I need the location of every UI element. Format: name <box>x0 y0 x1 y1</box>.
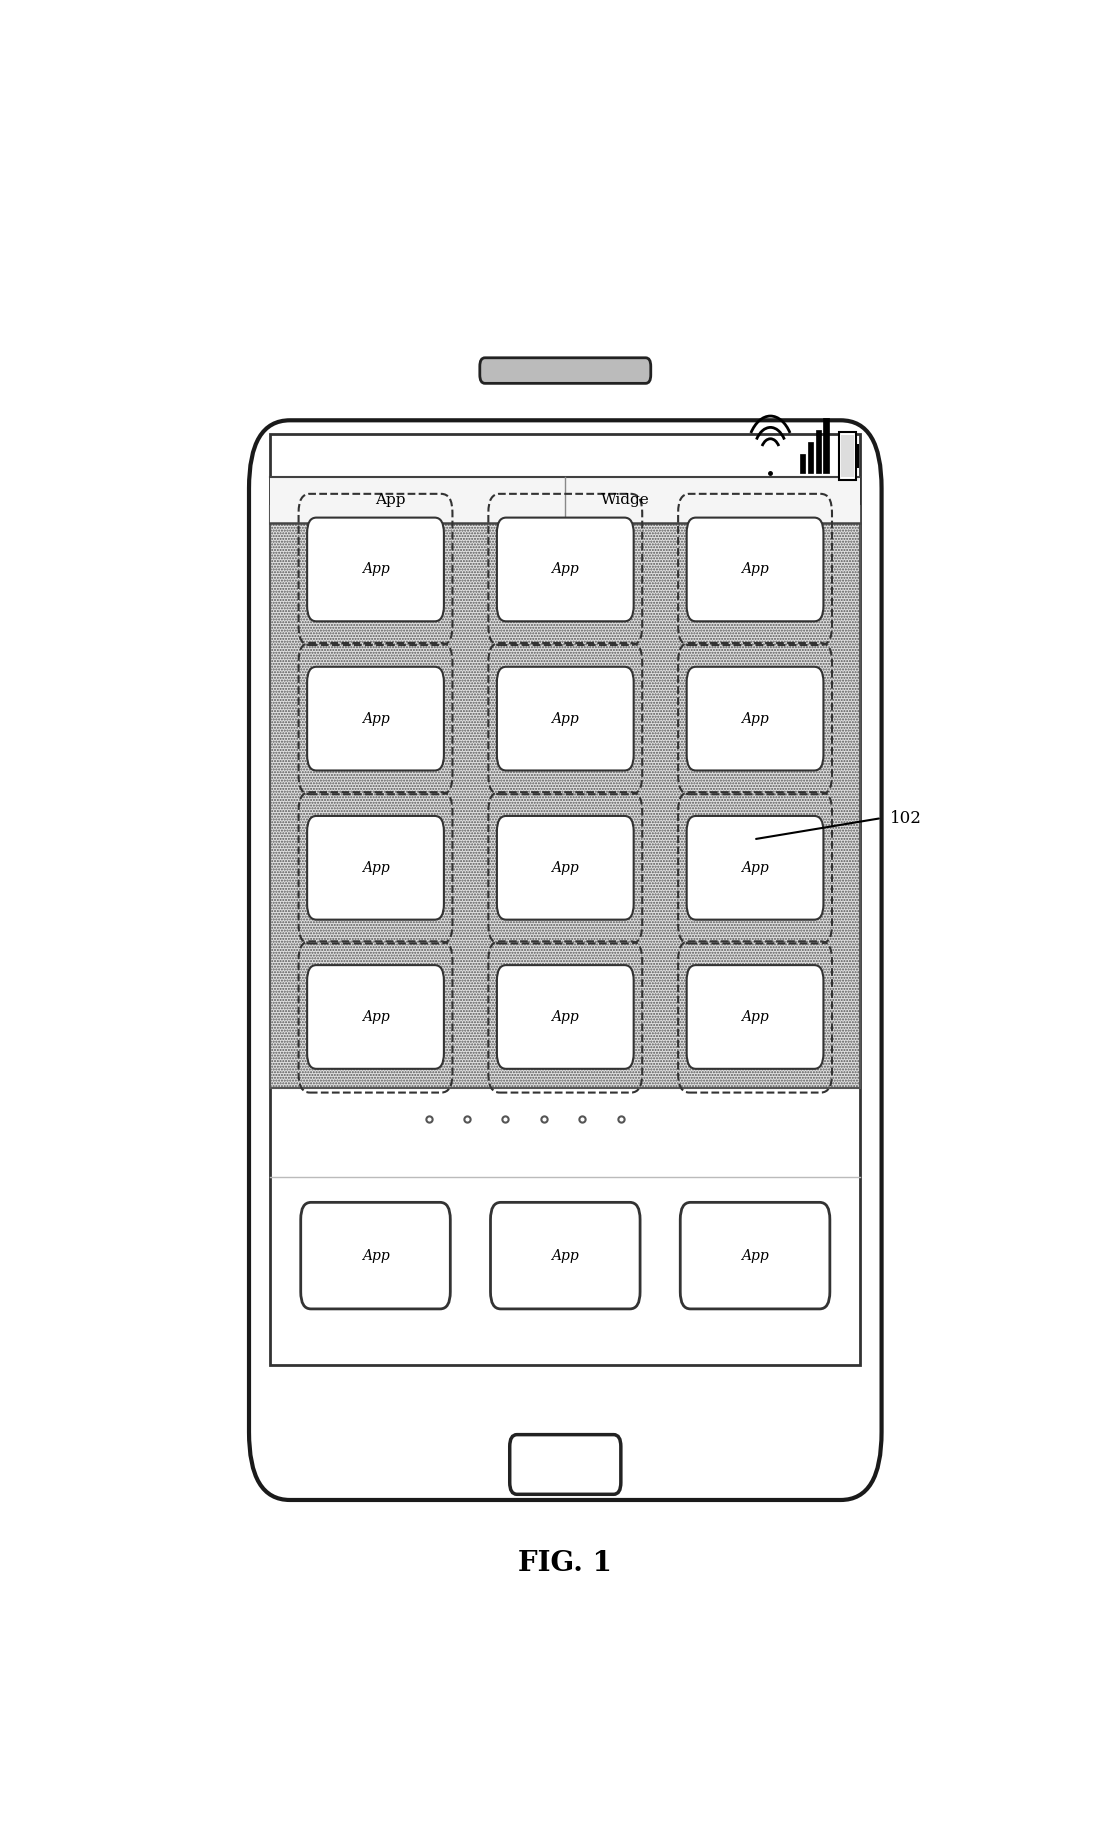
FancyBboxPatch shape <box>307 518 443 622</box>
Text: App: App <box>362 862 389 875</box>
FancyBboxPatch shape <box>687 518 824 622</box>
Bar <box>808 443 813 472</box>
FancyBboxPatch shape <box>307 815 443 919</box>
Text: App: App <box>741 712 769 725</box>
Bar <box>270 478 860 522</box>
FancyBboxPatch shape <box>249 421 881 1500</box>
Bar <box>816 430 821 472</box>
FancyBboxPatch shape <box>687 965 824 1068</box>
FancyBboxPatch shape <box>496 815 633 919</box>
FancyBboxPatch shape <box>510 1435 621 1494</box>
FancyBboxPatch shape <box>687 815 824 919</box>
Text: 102: 102 <box>890 810 922 827</box>
Bar <box>838 432 856 480</box>
Bar <box>824 419 828 472</box>
Text: App: App <box>362 712 389 725</box>
Bar <box>840 435 854 476</box>
Text: App: App <box>741 1249 769 1262</box>
Text: Widge: Widge <box>601 493 650 507</box>
Text: App: App <box>741 563 769 576</box>
FancyBboxPatch shape <box>307 965 443 1068</box>
FancyBboxPatch shape <box>307 666 443 771</box>
FancyBboxPatch shape <box>301 1203 450 1308</box>
FancyBboxPatch shape <box>496 666 633 771</box>
Text: App: App <box>362 563 389 576</box>
Text: App: App <box>552 712 579 725</box>
Text: App: App <box>362 1249 389 1262</box>
FancyBboxPatch shape <box>491 1203 640 1308</box>
Text: App: App <box>552 563 579 576</box>
FancyBboxPatch shape <box>496 518 633 622</box>
Bar <box>856 445 859 467</box>
FancyBboxPatch shape <box>496 965 633 1068</box>
FancyBboxPatch shape <box>687 666 824 771</box>
Text: App: App <box>552 1009 579 1024</box>
Text: App: App <box>552 862 579 875</box>
Text: App: App <box>741 862 769 875</box>
Bar <box>270 435 860 1365</box>
Text: FIG. 1: FIG. 1 <box>518 1550 612 1577</box>
Bar <box>801 454 805 472</box>
Bar <box>270 506 860 1089</box>
FancyBboxPatch shape <box>480 358 651 384</box>
FancyBboxPatch shape <box>681 1203 829 1308</box>
Text: App: App <box>375 493 405 507</box>
Text: App: App <box>552 1249 579 1262</box>
Text: App: App <box>362 1009 389 1024</box>
Text: App: App <box>741 1009 769 1024</box>
